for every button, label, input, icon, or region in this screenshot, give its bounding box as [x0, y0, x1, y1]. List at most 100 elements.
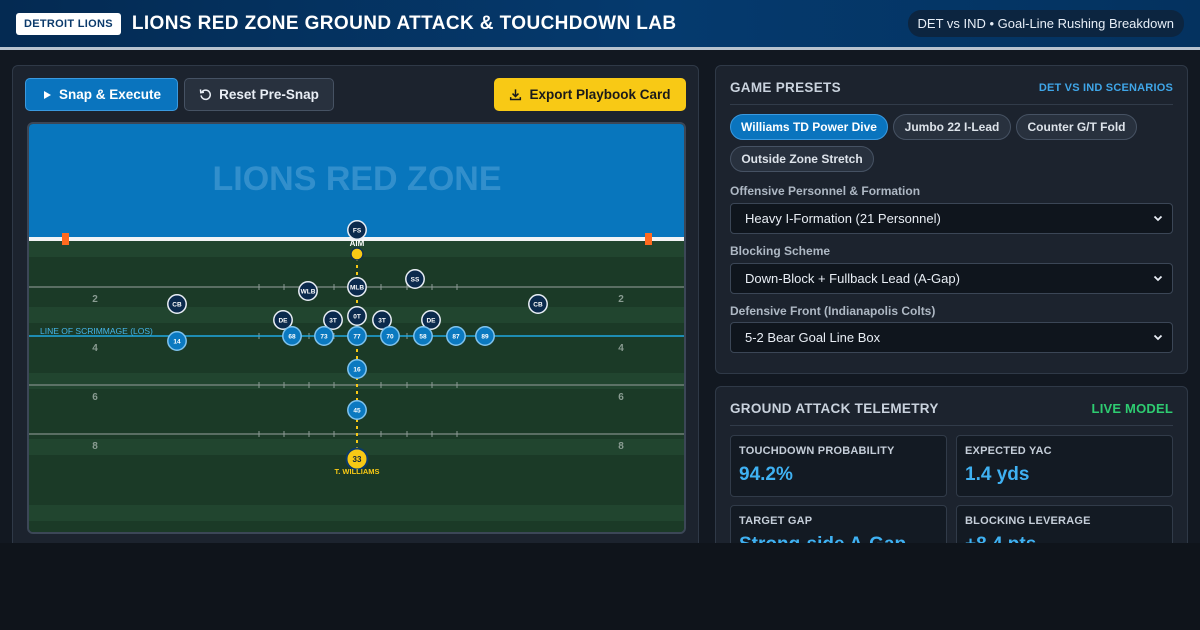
- player-defense[interactable]: 3T: [372, 310, 392, 330]
- export-playbook-button[interactable]: Export Playbook Card: [494, 78, 686, 111]
- ball-carrier-name: T. WILLIAMS: [335, 467, 380, 476]
- scenarios-link[interactable]: DET VS IND SCENARIOS: [1038, 82, 1173, 94]
- presets-title: GAME PRESETS: [730, 80, 841, 95]
- metric-value: 94.2%: [739, 464, 793, 485]
- pylon-left: [62, 233, 69, 245]
- app-viewport: DETROIT LIONS LIONS RED ZONE GROUND ATTA…: [0, 0, 1200, 543]
- football-field[interactable]: LIONS RED ZONE LINE OF SCRIMMAGE (LOS) 2…: [27, 122, 686, 534]
- player-marker: [347, 400, 367, 420]
- player-defense[interactable]: MLB: [347, 277, 367, 297]
- player-marker: [167, 331, 187, 351]
- personnel-select[interactable]: Heavy I-Formation (21 Personnel): [730, 203, 1173, 234]
- player-offense[interactable]: 16: [347, 359, 367, 379]
- player-defense[interactable]: CB: [167, 294, 187, 314]
- snap-execute-label: Snap & Execute: [58, 87, 162, 102]
- yard-number: 4: [92, 343, 98, 354]
- field-panel: Snap & Execute Reset Pre-Snap Export Pla…: [12, 65, 699, 543]
- player-marker: [347, 306, 367, 326]
- player-label: 87: [452, 333, 460, 340]
- turf-stripe: [29, 340, 684, 356]
- chip-label: Counter G/T Fold: [1027, 120, 1126, 134]
- player-marker: [282, 326, 302, 346]
- preset-chip-counter[interactable]: Counter G/T Fold: [1016, 114, 1137, 140]
- player-marker: [413, 326, 433, 346]
- reset-presnap-label: Reset Pre-Snap: [219, 87, 319, 102]
- player-defense[interactable]: SS: [405, 269, 425, 289]
- telemetry-panel: GROUND ATTACK TELEMETRY LIVE MODEL TOUCH…: [715, 386, 1188, 543]
- play-icon: [43, 90, 51, 99]
- front-label: Defensive Front (Indianapolis Colts): [730, 304, 936, 318]
- player-label: 73: [320, 333, 328, 340]
- preset-chip-outside-zone[interactable]: Outside Zone Stretch: [730, 146, 874, 172]
- player-offense[interactable]: 14: [167, 331, 187, 351]
- snap-execute-button[interactable]: Snap & Execute: [25, 78, 178, 111]
- player-marker: [167, 294, 187, 314]
- chevron-down-icon: [1153, 275, 1163, 282]
- reset-presnap-button[interactable]: Reset Pre-Snap: [184, 78, 334, 111]
- yard-number: 4: [618, 343, 624, 354]
- yard-number: 8: [618, 441, 624, 452]
- player-defense[interactable]: CB: [528, 294, 548, 314]
- yard-number: 8: [92, 441, 98, 452]
- player-label: 70: [386, 333, 394, 340]
- player-marker: [405, 269, 425, 289]
- metric-value: +8.4 pts: [965, 534, 1036, 543]
- player-offense[interactable]: 45: [347, 400, 367, 420]
- player-label: 14: [173, 338, 181, 345]
- player-defense[interactable]: DE: [273, 310, 293, 330]
- player-offense[interactable]: 70: [380, 326, 400, 346]
- turf-stripe: [29, 472, 684, 488]
- player-defense[interactable]: FS: [347, 220, 367, 240]
- player-offense[interactable]: 77: [347, 326, 367, 346]
- player-offense[interactable]: 87: [446, 326, 466, 346]
- player-marker: [273, 310, 293, 330]
- preset-chip-power-dive[interactable]: Williams TD Power Dive: [730, 114, 888, 140]
- player-defense[interactable]: WLB: [298, 281, 318, 301]
- metric-label: TARGET GAP: [739, 515, 813, 527]
- player-label: SS: [411, 276, 420, 283]
- player-marker: [347, 326, 367, 346]
- chip-label: Jumbo 22 I-Lead: [904, 120, 1000, 134]
- yard-number: 6: [618, 392, 624, 403]
- player-defense[interactable]: 3T: [323, 310, 343, 330]
- ball-carrier-marker: [345, 447, 369, 471]
- scheme-label: Blocking Scheme: [730, 244, 831, 258]
- player-marker: [347, 220, 367, 240]
- player-label: 0T: [353, 313, 361, 320]
- player-offense[interactable]: 58: [413, 326, 433, 346]
- defensive-front-select[interactable]: 5-2 Bear Goal Line Box: [730, 322, 1173, 353]
- metric-value: Strong-side A-Gap: [739, 534, 906, 543]
- player-offense[interactable]: 89: [475, 326, 495, 346]
- aim-point-marker: [350, 247, 364, 261]
- los-label: LINE OF SCRIMMAGE (LOS): [40, 326, 153, 336]
- export-playbook-label: Export Playbook Card: [529, 87, 671, 102]
- player-label: DE: [278, 317, 288, 324]
- player-label: 3T: [329, 317, 337, 324]
- scheme-select[interactable]: Down-Block + Fullback Lead (A-Gap): [730, 263, 1173, 294]
- chip-label: Outside Zone Stretch: [741, 152, 863, 166]
- player-offense[interactable]: 73: [314, 326, 334, 346]
- player-marker: [475, 326, 495, 346]
- player-label: 77: [353, 333, 361, 340]
- game-presets-panel: GAME PRESETS DET VS IND SCENARIOS Willia…: [715, 65, 1188, 374]
- telemetry-title: GROUND ATTACK TELEMETRY: [730, 401, 939, 416]
- front-value: 5-2 Bear Goal Line Box: [745, 330, 881, 345]
- player-offense[interactable]: 68: [282, 326, 302, 346]
- turf-stripe: [29, 505, 684, 521]
- ball-carrier[interactable]: 33: [345, 447, 369, 471]
- player-label: MLB: [350, 284, 364, 291]
- player-marker: [347, 359, 367, 379]
- player-label: 89: [481, 333, 489, 340]
- metric-blocking-leverage: BLOCKING LEVERAGE +8.4 pts: [956, 505, 1173, 543]
- player-marker: [314, 326, 334, 346]
- player-marker: [323, 310, 343, 330]
- end-zone-text: LIONS RED ZONE: [212, 160, 501, 198]
- scheme-value: Down-Block + Fullback Lead (A-Gap): [745, 271, 960, 286]
- player-defense[interactable]: 0T: [347, 306, 367, 326]
- app-header: DETROIT LIONS LIONS RED ZONE GROUND ATTA…: [0, 0, 1200, 50]
- player-defense[interactable]: DE: [421, 310, 441, 330]
- metric-td-probability: TOUCHDOWN PROBABILITY 94.2%: [730, 435, 947, 497]
- chevron-down-icon: [1153, 215, 1163, 222]
- preset-chip-i-lead[interactable]: Jumbo 22 I-Lead: [893, 114, 1011, 140]
- player-label: 16: [353, 366, 361, 373]
